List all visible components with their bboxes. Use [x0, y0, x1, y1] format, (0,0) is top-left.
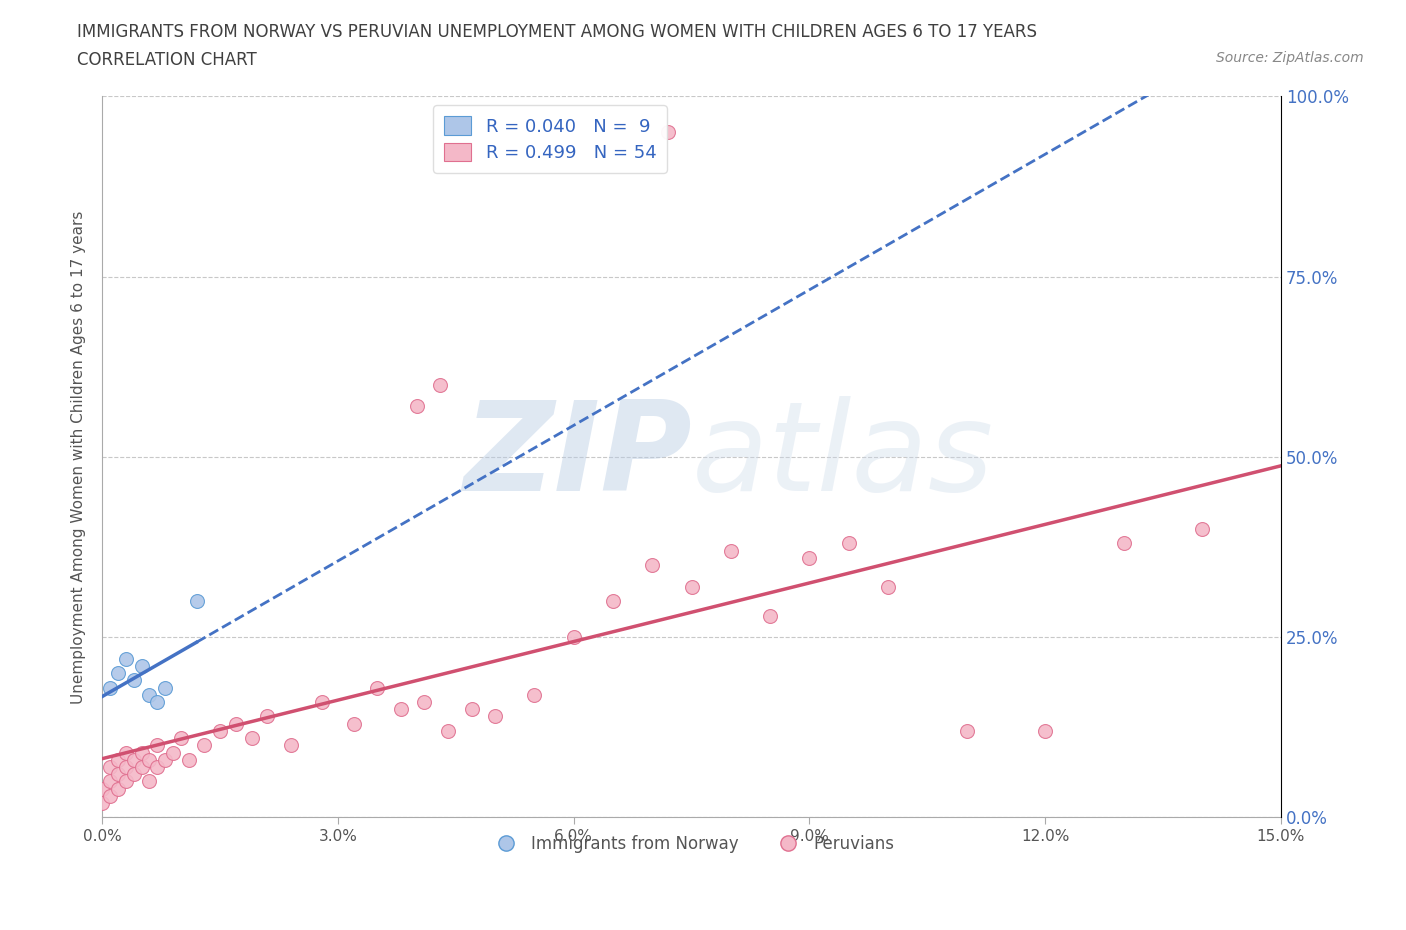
Point	[429, 378, 451, 392]
Point	[366, 680, 388, 695]
Point	[146, 760, 169, 775]
Point	[177, 752, 200, 767]
Point	[107, 752, 129, 767]
Point	[1033, 724, 1056, 738]
Point	[131, 658, 153, 673]
Point	[98, 774, 121, 789]
Point	[657, 125, 679, 140]
Point	[720, 543, 742, 558]
Point	[98, 789, 121, 804]
Point	[437, 724, 460, 738]
Point	[389, 702, 412, 717]
Text: ZIP: ZIP	[463, 396, 692, 517]
Point	[98, 760, 121, 775]
Point	[209, 724, 232, 738]
Point	[138, 752, 160, 767]
Point	[562, 630, 585, 644]
Point	[311, 695, 333, 710]
Point	[131, 745, 153, 760]
Point	[114, 760, 136, 775]
Point	[91, 795, 114, 810]
Point	[114, 774, 136, 789]
Point	[877, 579, 900, 594]
Point	[460, 702, 482, 717]
Point	[153, 752, 176, 767]
Point	[114, 745, 136, 760]
Point	[413, 695, 436, 710]
Point	[343, 716, 366, 731]
Point	[641, 558, 664, 573]
Point	[484, 709, 506, 724]
Legend: Immigrants from Norway, Peruvians: Immigrants from Norway, Peruvians	[482, 829, 901, 859]
Point	[225, 716, 247, 731]
Point	[153, 680, 176, 695]
Point	[146, 695, 169, 710]
Point	[138, 687, 160, 702]
Point	[256, 709, 278, 724]
Point	[602, 593, 624, 608]
Point	[114, 651, 136, 666]
Point	[107, 766, 129, 781]
Point	[523, 687, 546, 702]
Point	[681, 579, 703, 594]
Point	[122, 752, 145, 767]
Text: Source: ZipAtlas.com: Source: ZipAtlas.com	[1216, 51, 1364, 65]
Point	[122, 766, 145, 781]
Point	[98, 680, 121, 695]
Point	[146, 737, 169, 752]
Point	[170, 731, 193, 746]
Point	[405, 399, 427, 414]
Point	[186, 593, 208, 608]
Point	[193, 737, 215, 752]
Point	[1112, 536, 1135, 551]
Point	[280, 737, 302, 752]
Point	[759, 608, 782, 623]
Point	[122, 673, 145, 688]
Point	[107, 781, 129, 796]
Point	[131, 760, 153, 775]
Text: IMMIGRANTS FROM NORWAY VS PERUVIAN UNEMPLOYMENT AMONG WOMEN WITH CHILDREN AGES 6: IMMIGRANTS FROM NORWAY VS PERUVIAN UNEMP…	[77, 23, 1038, 41]
Point	[838, 536, 860, 551]
Point	[91, 781, 114, 796]
Text: CORRELATION CHART: CORRELATION CHART	[77, 51, 257, 69]
Point	[240, 731, 263, 746]
Text: atlas: atlas	[692, 396, 994, 517]
Point	[1191, 522, 1213, 537]
Point	[956, 724, 979, 738]
Y-axis label: Unemployment Among Women with Children Ages 6 to 17 years: Unemployment Among Women with Children A…	[72, 210, 86, 704]
Point	[799, 551, 821, 565]
Point	[138, 774, 160, 789]
Point	[107, 666, 129, 681]
Point	[162, 745, 184, 760]
